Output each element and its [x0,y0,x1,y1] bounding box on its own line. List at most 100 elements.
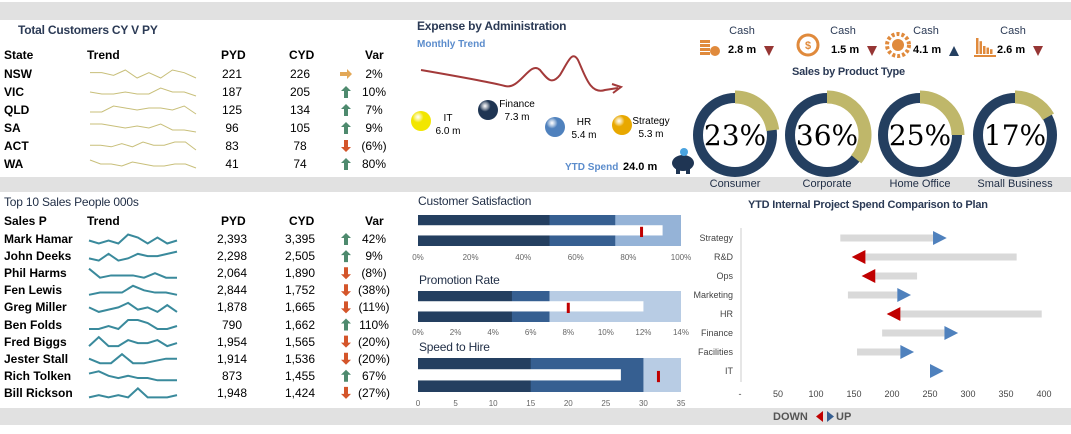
arrow-up-icon [341,158,351,170]
sparkline [89,319,178,331]
sparkline [90,69,197,79]
sparkline [88,335,178,348]
row-pyd: 873 [221,368,243,383]
project-chart-title: YTD Internal Project Spend Comparison to… [748,199,988,211]
product-label: Home Office [889,178,951,190]
row-pyd: 2,393 [216,232,248,246]
donut-percent: 36% [796,119,858,152]
product-label: Corporate [802,178,852,190]
header-pyd: PYD [221,214,246,228]
sparkline [88,250,178,262]
row-state: ACT [4,139,29,153]
arrow-down-icon [341,140,351,152]
dollar-cycle-icon: $ [796,33,820,57]
expense-title: Expense by Administration [417,19,567,33]
bullet-tick: 12% [635,328,651,337]
sparkline [88,370,177,382]
spend-bar [875,272,918,280]
arrow-up-icon [341,86,351,98]
row-var: (20%) [357,334,390,349]
row-state: WA [4,157,24,171]
sparkline [90,123,197,133]
expense-value: 5.3 m [638,129,664,140]
header-trend: Trend [87,48,120,62]
legend-up-icon [827,411,834,422]
expense-value: 7.3 m [504,112,530,123]
header-trend: Trend [87,214,120,228]
category-label: IT [725,366,734,376]
arrow-down-icon [341,301,351,314]
row-pyd: 41 [225,157,239,171]
header-cyd: CYD [289,48,315,62]
expense-subtitle: Monthly Trend [417,39,486,50]
arrow-right-icon [340,69,352,79]
sparkline [88,267,177,279]
bullet-tick: 5 [453,399,458,408]
arrow-up-icon [341,318,351,331]
arrow-down-marker [861,269,876,283]
arrow-down-icon [341,335,351,348]
row-var: 9% [365,249,383,264]
sparkline [89,159,197,169]
row-var: 42% [361,232,387,246]
arrow-up-icon [341,250,351,263]
arrow-up-icon [341,233,351,245]
customers-title: Total Customers CY V PY [18,23,158,37]
spend-bar [865,253,1017,261]
row-state: SA [4,121,21,135]
legend-down-label: DOWN [773,411,808,423]
expense-ball-it [411,111,431,131]
bullet-tick: 15 [526,399,535,408]
row-name: Fred Biggs [4,334,67,349]
ytd-spend-label: YTD Spend [565,162,619,173]
bullet-tick: 10 [489,399,498,408]
bullet-title: Promotion Rate [419,273,500,287]
row-pyd: 1,914 [216,351,248,366]
sparkline [88,284,178,296]
bullet-title: Speed to Hire [419,340,490,354]
row-cyd: 1,424 [284,385,316,400]
bullet-tick: 30 [639,399,648,408]
bullet-actual [418,301,644,312]
row-var: 110% [359,317,389,332]
sparkline [88,387,178,399]
triangle-down-icon [867,46,877,56]
sparkline [88,301,178,314]
expense-label: Finance [499,99,535,110]
x-tick: 400 [1036,389,1051,399]
row-pyd: 790 [221,317,243,332]
spend-bar [840,234,934,242]
arrow-up-marker [930,364,944,378]
bullet-actual [418,225,663,236]
row-var: (8%) [361,266,387,281]
bullet-tick: 20 [564,399,573,408]
bullet-actual [418,369,621,381]
row-cyd: 1,565 [284,334,316,349]
arrow-up-marker [944,326,959,340]
row-cyd: 1,536 [284,351,316,366]
bullet-tick: 20% [463,253,479,262]
bullet-tick: 8% [563,328,575,337]
row-var: (11%) [358,300,390,315]
bottom-band [0,408,1071,425]
expense-ball-hr [545,117,565,137]
category-label: Strategy [699,233,733,243]
category-label: Marketing [693,290,733,300]
header-var: Var [365,48,384,62]
header-name: Sales P [4,214,47,228]
row-name: Greg Miller [4,300,67,315]
svg-text:$: $ [805,40,811,52]
arrow-up-icon [341,122,351,134]
x-tick: 50 [773,389,783,399]
row-cyd: 2,505 [284,249,316,264]
cash-value: 4.1 m [913,44,942,56]
row-cyd: 1,455 [284,368,316,383]
arrow-up-icon [341,104,351,116]
bullet-tick: 4% [487,328,499,337]
row-cyd: 1,752 [284,283,316,298]
